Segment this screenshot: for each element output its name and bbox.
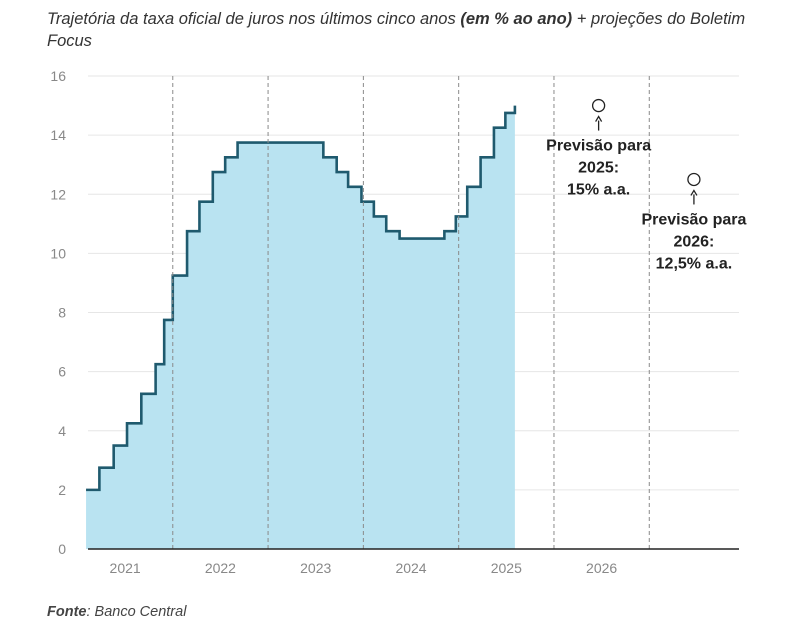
x-tick-label: 2021 bbox=[110, 560, 141, 576]
title-unit: (em % ao ano) bbox=[460, 10, 573, 28]
x-tick-label: 2022 bbox=[205, 560, 236, 576]
source-text: : Banco Central bbox=[86, 604, 187, 620]
x-tick-label: 2025 bbox=[491, 560, 522, 576]
y-tick-label: 10 bbox=[50, 245, 66, 261]
x-tick-label: 2024 bbox=[395, 560, 426, 576]
y-tick-label: 8 bbox=[58, 305, 66, 321]
projection-label: 15% a.a. bbox=[567, 182, 630, 199]
projection-marker bbox=[687, 172, 701, 187]
projection-label: 2026: bbox=[673, 233, 714, 250]
projection-label: Previsão para bbox=[641, 211, 746, 228]
y-tick-label: 0 bbox=[58, 541, 66, 557]
y-tick-label: 16 bbox=[50, 68, 66, 84]
x-tick-label: 2023 bbox=[300, 560, 331, 576]
y-tick-label: 4 bbox=[58, 423, 66, 439]
y-tick-label: 6 bbox=[58, 364, 66, 380]
source-label: Fonte bbox=[47, 604, 87, 620]
projection-label: Previsão para bbox=[546, 138, 651, 155]
rate-area bbox=[86, 105, 515, 549]
title-tail: + projeções do Boletim Focus bbox=[47, 10, 746, 50]
projection-label: 2025: bbox=[578, 160, 619, 177]
y-tick-label: 2 bbox=[58, 482, 66, 498]
y-tick-label: 14 bbox=[50, 127, 66, 143]
title-main: Trajetória da taxa oficial de juros nos … bbox=[47, 10, 461, 28]
chart-title: Trajetória da taxa oficial de juros nos … bbox=[47, 8, 747, 52]
source-note: Fonte: Banco Central bbox=[47, 604, 186, 620]
rate-step-line bbox=[86, 105, 517, 492]
x-tick-label: 2026 bbox=[586, 560, 617, 576]
projection-arrowhead bbox=[595, 115, 603, 122]
projection-label: 12,5% a.a. bbox=[656, 255, 733, 272]
projection-marker bbox=[591, 98, 606, 113]
projection-arrowhead bbox=[690, 189, 698, 196]
y-tick-label: 12 bbox=[50, 186, 66, 202]
